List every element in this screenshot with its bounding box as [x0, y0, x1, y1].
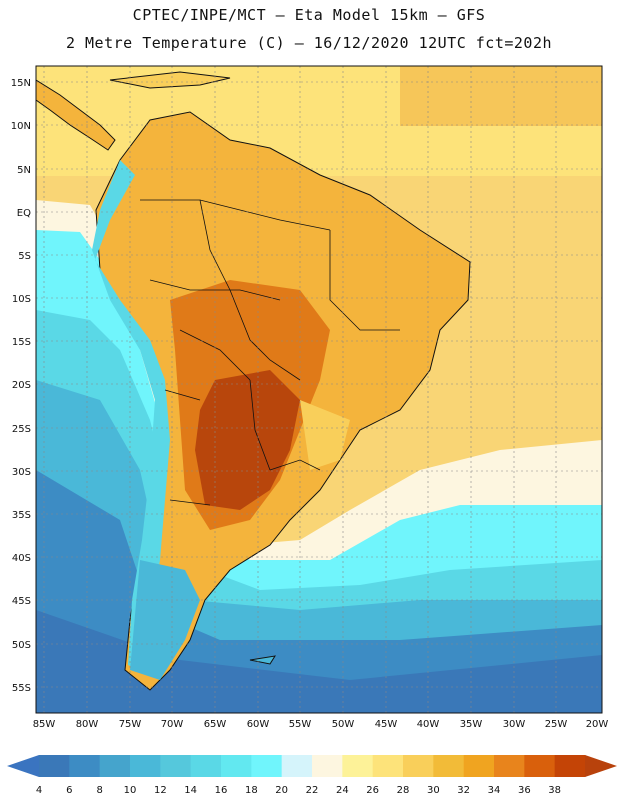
colorbar-label: 6: [66, 785, 72, 796]
colorbar-swatch: [281, 755, 313, 777]
lon-label: 25W: [545, 719, 568, 730]
colorbar-swatch: [39, 755, 70, 777]
colorbar-label: 28: [397, 785, 410, 796]
southeast-brazil-region: [300, 400, 350, 470]
andes-cool-strip: [92, 160, 170, 670]
lat-label: 10N: [11, 121, 31, 132]
lat-label: 40S: [12, 553, 31, 564]
lat-label: EQ: [17, 208, 31, 219]
country-borders: [140, 199, 400, 506]
temperature-colorbar: 4 6 8 10 12 14 16 18 20 22 24 26 28 30 32 34 36 38: [7, 755, 617, 796]
lat-label: 45S: [12, 596, 31, 607]
lat-label: 25S: [12, 424, 31, 435]
colorbar-label: 10: [124, 785, 137, 796]
colorbar-swatch: [372, 755, 404, 777]
colorbar-swatch: [463, 755, 495, 777]
colorbar-label: 16: [215, 785, 228, 796]
colorbar-swatch: [342, 755, 374, 777]
lat-label: 20S: [12, 380, 31, 391]
colorbar-label: 14: [184, 785, 197, 796]
lon-label: 50W: [332, 719, 355, 730]
map-title-line-1: CPTEC/INPE/MCT – Eta Model 15km – GFS: [132, 6, 486, 24]
colorbar-swatch: [494, 755, 525, 777]
colorbar-swatch: [312, 755, 343, 777]
lon-label: 20W: [586, 719, 609, 730]
lon-label: 55W: [289, 719, 312, 730]
colorbar-swatch: [99, 755, 131, 777]
colorbar-label: 38: [548, 785, 561, 796]
lon-label: 45W: [375, 719, 398, 730]
lon-label: 35W: [460, 719, 483, 730]
map-title-line-2: 2 Metre Temperature (C) – 16/12/2020 12U…: [65, 34, 553, 52]
falkland-islands: [249, 655, 277, 665]
lon-label: 40W: [417, 719, 440, 730]
colorbar-swatch: [554, 755, 586, 777]
longitude-axis: 85W 80W 75W 70W 65W 60W 55W 50W 45W 40W …: [33, 719, 609, 730]
colorbar-label: 22: [306, 785, 319, 796]
lon-label: 85W: [33, 719, 56, 730]
colorbar-swatch: [524, 755, 556, 777]
plot-area: [36, 66, 602, 713]
colorbar-label: 34: [488, 785, 501, 796]
lat-label: 15N: [11, 78, 31, 89]
colorbar-low-arrow: [7, 755, 39, 777]
graticule: [36, 66, 602, 713]
colorbar-label: 26: [366, 785, 379, 796]
colorbar-swatch: [69, 755, 101, 777]
lat-label: 50S: [12, 640, 31, 651]
colorbar-swatch: [160, 755, 192, 777]
colorbar-swatch: [190, 755, 222, 777]
lat-label: 10S: [12, 294, 31, 305]
lon-label: 65W: [204, 719, 227, 730]
lon-label: 75W: [119, 719, 142, 730]
map-frame: [35, 65, 603, 714]
colorbar-label: 12: [154, 785, 167, 796]
colorbar-label: 20: [275, 785, 288, 796]
colorbar-high-arrow: [585, 755, 617, 777]
colorbar-swatch: [403, 755, 434, 777]
colorbar-swatch: [251, 755, 283, 777]
colorbar-label: 24: [336, 785, 349, 796]
latitude-axis: 15N 10N 5N EQ 5S 10S 15S 20S 25S 30S 35S…: [11, 78, 31, 694]
colorbar-label: 8: [96, 785, 102, 796]
colorbar-label: 32: [457, 785, 470, 796]
north-atlantic-band: [400, 66, 602, 126]
lon-label: 60W: [247, 719, 270, 730]
colorbar-label: 4: [36, 785, 42, 796]
colorbar-label: 30: [427, 785, 440, 796]
colorbar-swatch: [433, 755, 465, 777]
patagonia-cool-region: [130, 560, 200, 680]
lon-label: 30W: [503, 719, 526, 730]
hottest-region: [195, 370, 300, 510]
lon-label: 80W: [76, 719, 99, 730]
lat-label: 35S: [12, 510, 31, 521]
colorbar-swatch: [130, 755, 161, 777]
lat-label: 5N: [17, 165, 31, 176]
colorbar-label: 36: [518, 785, 531, 796]
central-america: [36, 79, 116, 151]
lat-label: 15S: [12, 337, 31, 348]
lat-label: 5S: [18, 251, 31, 262]
lat-label: 30S: [12, 467, 31, 478]
lat-label: 55S: [12, 683, 31, 694]
colorbar-swatch: [221, 755, 252, 777]
colorbar-label: 18: [245, 785, 258, 796]
lon-label: 70W: [161, 719, 184, 730]
